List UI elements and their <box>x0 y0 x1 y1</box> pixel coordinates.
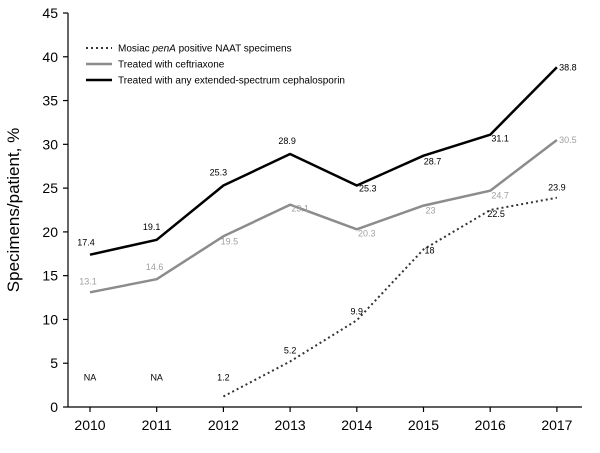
data-label: 23.9 <box>548 183 566 193</box>
axes: 0 5 10 15 20 25 30 35 40 45 2010 2011 2012 2013 2014 20… <box>4 5 582 433</box>
legend: Mosiac penA positive NAAT specimens Treat… <box>86 44 345 87</box>
data-label: 5.2 <box>284 345 297 355</box>
data-label: 25.3 <box>210 167 228 177</box>
y-tick-label: 15 <box>42 268 58 284</box>
data-label: 22.5 <box>487 209 505 219</box>
legend-label-part: Mosiac <box>118 44 152 55</box>
y-tick-label: 30 <box>42 136 58 152</box>
data-label: 18 <box>424 245 434 255</box>
data-label: 13.1 <box>79 276 97 286</box>
data-label: 28.9 <box>278 136 296 146</box>
x-tick-label: 2017 <box>541 417 572 433</box>
data-label: 25.3 <box>359 183 377 193</box>
data-label: 24.7 <box>491 191 509 201</box>
data-label: 19.5 <box>221 236 239 246</box>
data-label: 14.6 <box>146 262 164 272</box>
y-tick-label: 25 <box>42 180 58 196</box>
data-label: 20.3 <box>358 228 376 238</box>
data-label: 17.4 <box>77 238 95 248</box>
x-tick-label: 2014 <box>341 417 372 433</box>
data-label: 23.1 <box>291 204 309 214</box>
data-label: 9.9 <box>351 306 364 316</box>
data-label: 28.7 <box>424 157 442 167</box>
data-labels: NA NA 1.2 5.2 9.9 18 22.5 23.9 13.1 14.6 19.5 23.1 2… <box>77 62 576 382</box>
data-label: 1.2 <box>217 373 230 383</box>
series-line-2 <box>89 66 558 256</box>
y-axis-title: Specimens/patient, % <box>4 128 23 292</box>
x-tick-label: 2015 <box>408 417 439 433</box>
data-label: NA <box>150 373 163 383</box>
data-label: 23 <box>425 206 435 216</box>
legend-label-part: positive NAAT specimens <box>176 44 292 55</box>
data-label: 38.8 <box>559 62 577 72</box>
x-tick-label: 2012 <box>208 417 239 433</box>
series-line-1 <box>89 139 558 294</box>
legend-label-1: Treated with ceftriaxone <box>118 60 225 71</box>
y-tick-label: 20 <box>42 224 58 240</box>
data-label: 30.5 <box>559 135 577 145</box>
y-tick-label: 45 <box>42 5 58 21</box>
legend-label-0: Mosiac penA positive NAAT specimens <box>118 44 292 55</box>
x-tick-label: 2011 <box>142 417 172 433</box>
legend-label-italic: penA <box>151 44 176 55</box>
data-label: 31.1 <box>491 134 509 144</box>
y-tick-label: 40 <box>42 49 58 65</box>
legend-label-2: Treated with any extended-spectrum cepha… <box>118 76 345 87</box>
y-tick-label: 0 <box>50 399 58 415</box>
y-tick-label: 5 <box>50 355 58 371</box>
x-tick-label: 2016 <box>475 417 506 433</box>
y-tick-label: 10 <box>42 311 58 327</box>
data-label: NA <box>84 373 97 383</box>
y-tick-label: 35 <box>42 93 58 109</box>
x-tick-label: 2013 <box>275 417 306 433</box>
series-lines <box>89 66 558 398</box>
x-tick-label: 2010 <box>74 417 105 433</box>
series-line-0 <box>222 196 558 398</box>
data-label: 19.1 <box>143 222 161 232</box>
